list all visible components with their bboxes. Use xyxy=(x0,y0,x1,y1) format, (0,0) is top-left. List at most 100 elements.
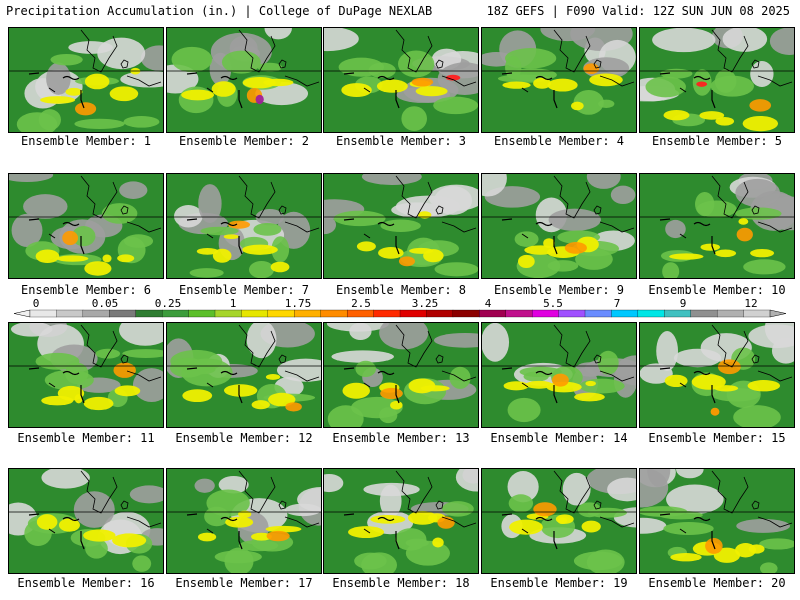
precip-field xyxy=(9,28,163,132)
precip-field xyxy=(167,469,321,573)
ensemble-member-label: Ensemble Member: 8 xyxy=(335,283,467,297)
map-boundaries xyxy=(9,175,163,255)
precip-field xyxy=(482,469,636,573)
precip-field xyxy=(167,28,321,132)
colorbar-segment xyxy=(294,309,322,318)
ensemble-member-label: Ensemble Member: 9 xyxy=(493,283,625,297)
ensemble-member-map xyxy=(8,173,164,279)
ensemble-member-map xyxy=(166,322,322,428)
ensemble-member-label: Ensemble Member: 14 xyxy=(490,431,628,445)
ensemble-member-map xyxy=(639,322,795,428)
map-boundaries xyxy=(324,470,478,550)
colorbar-segment xyxy=(505,309,533,318)
ensemble-member-label: Ensemble Member: 20 xyxy=(648,576,786,590)
ensemble-member-map xyxy=(639,27,795,133)
colorbar-segment xyxy=(214,309,242,318)
colorbar-tick-label: 5.5 xyxy=(543,298,563,310)
ensemble-member-map xyxy=(481,27,637,133)
ensemble-member-map xyxy=(481,468,637,574)
ensemble-member-map xyxy=(481,173,637,279)
precip-field xyxy=(640,174,794,278)
colorbar-tick-label: 2.5 xyxy=(351,298,371,310)
precip-field xyxy=(167,323,321,427)
colorbar-segment xyxy=(346,309,375,318)
ensemble-member-map xyxy=(639,468,795,574)
precip-field xyxy=(482,323,636,427)
ensemble-member-map xyxy=(166,27,322,133)
colorbar-segment xyxy=(664,309,692,318)
ensemble-member-label: Ensemble Member: 5 xyxy=(651,134,783,148)
colorbar-segment xyxy=(109,309,137,318)
precip-field xyxy=(482,174,636,278)
ensemble-member-map xyxy=(8,322,164,428)
colorbar-segment xyxy=(188,309,216,318)
map-boundaries xyxy=(482,470,636,550)
colorbar-tick-label: 3.25 xyxy=(412,298,439,310)
colorbar-tick-label: 1 xyxy=(230,298,237,310)
colorbar-left-arrow xyxy=(13,309,31,318)
ensemble-member-map xyxy=(8,468,164,574)
map-title: Precipitation Accumulation (in.) | Colle… xyxy=(6,4,433,18)
ensemble-member-map xyxy=(166,468,322,574)
precip-field xyxy=(324,28,478,132)
colorbar-segment xyxy=(161,309,190,318)
precip-field xyxy=(167,174,321,278)
colorbar-tick-label: 0.05 xyxy=(92,298,119,310)
colorbar-segment xyxy=(479,309,507,318)
colorbar-segment xyxy=(241,309,269,318)
map-boundaries xyxy=(482,29,636,109)
colorbar-tick-label: 7 xyxy=(614,298,621,310)
colorbar-segment xyxy=(82,309,110,318)
precip-field xyxy=(324,174,478,278)
precipitation-colorbar: 0 0.05 0.25 1 1.75 2.5 3.25 4 5.5 7 9 12 xyxy=(13,298,787,318)
map-boundaries xyxy=(9,29,163,109)
map-boundaries xyxy=(324,324,478,404)
valid-time: 18Z GEFS | F090 Valid: 12Z SUN JUN 08 20… xyxy=(486,4,790,18)
colorbar-tick-label: 4 xyxy=(485,298,492,310)
ensemble-member-label: Ensemble Member: 19 xyxy=(490,576,628,590)
precip-field xyxy=(9,323,163,427)
precip-field xyxy=(640,28,794,132)
ensemble-member-label: Ensemble Member: 10 xyxy=(648,283,786,297)
ensemble-member-map xyxy=(639,173,795,279)
colorbar-segment xyxy=(531,309,560,318)
colorbar-segment xyxy=(56,309,84,318)
colorbar-segment xyxy=(611,309,639,318)
map-boundaries xyxy=(9,470,163,550)
colorbar-segment xyxy=(373,309,401,318)
map-boundaries xyxy=(640,470,794,550)
colorbar-segment xyxy=(29,309,57,318)
colorbar-segment xyxy=(426,309,454,318)
map-boundaries xyxy=(9,324,163,404)
colorbar-segment xyxy=(135,309,163,318)
map-boundaries xyxy=(640,175,794,255)
ensemble-member-label: Ensemble Member: 13 xyxy=(332,431,470,445)
map-boundaries xyxy=(482,175,636,255)
precip-field xyxy=(482,28,636,132)
map-boundaries xyxy=(640,29,794,109)
ensemble-member-label: Ensemble Member: 12 xyxy=(175,431,313,445)
ensemble-member-map xyxy=(166,173,322,279)
ensemble-member-label: Ensemble Member: 11 xyxy=(17,431,155,445)
precip-field xyxy=(9,469,163,573)
map-boundaries xyxy=(482,324,636,404)
ensemble-member-map xyxy=(323,468,479,574)
ensemble-member-label: Ensemble Member: 1 xyxy=(20,134,152,148)
map-boundaries xyxy=(640,324,794,404)
colorbar-tick-label: 12 xyxy=(744,298,757,310)
precip-field xyxy=(324,469,478,573)
colorbar-segment xyxy=(558,309,586,318)
colorbar-segment xyxy=(320,309,348,318)
colorbar-segment xyxy=(690,309,718,318)
precip-field xyxy=(640,469,794,573)
precip-field xyxy=(640,323,794,427)
colorbar-segment xyxy=(267,309,295,318)
colorbar-tick-label: 9 xyxy=(680,298,687,310)
ensemble-member-label: Ensemble Member: 3 xyxy=(335,134,467,148)
colorbar-segment xyxy=(743,309,771,318)
ensemble-member-label: Ensemble Member: 2 xyxy=(178,134,310,148)
ensemble-member-map xyxy=(323,27,479,133)
precip-field xyxy=(9,174,163,278)
ensemble-member-label: Ensemble Member: 7 xyxy=(178,283,310,297)
colorbar-tick-label: 1.75 xyxy=(285,298,312,310)
